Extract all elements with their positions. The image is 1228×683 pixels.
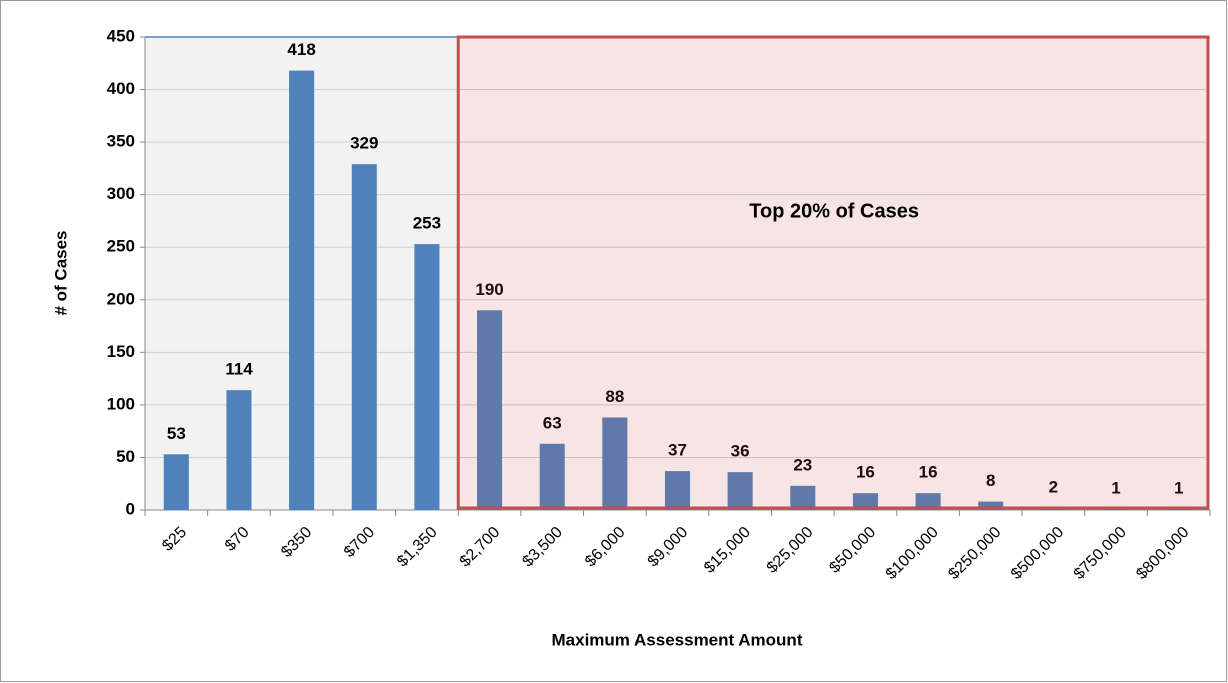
value-label: 253 bbox=[413, 214, 441, 233]
value-label: 16 bbox=[856, 463, 875, 482]
bar bbox=[727, 472, 753, 510]
highlight-region bbox=[456, 35, 1210, 510]
value-label: 114 bbox=[225, 360, 253, 379]
bar bbox=[477, 310, 503, 510]
value-label: 8 bbox=[986, 471, 995, 490]
bar bbox=[915, 493, 941, 510]
value-label: 88 bbox=[605, 387, 624, 406]
y-tick-label: 250 bbox=[107, 237, 135, 256]
y-tick-label: 200 bbox=[107, 289, 135, 308]
value-label: 53 bbox=[167, 424, 186, 443]
value-label: 418 bbox=[287, 40, 315, 59]
value-label: 63 bbox=[543, 413, 562, 432]
value-label: 1 bbox=[1111, 478, 1120, 497]
value-label: 37 bbox=[668, 441, 687, 460]
value-label: 329 bbox=[350, 134, 378, 153]
bar bbox=[664, 471, 691, 510]
value-label: 190 bbox=[475, 280, 503, 299]
bar bbox=[602, 417, 628, 510]
y-axis-title: # of Cases bbox=[51, 230, 70, 315]
y-tick-label: 0 bbox=[126, 499, 135, 518]
bar bbox=[852, 493, 878, 510]
bar bbox=[163, 454, 189, 510]
bar bbox=[414, 244, 440, 510]
y-tick-label: 100 bbox=[107, 394, 135, 413]
bar bbox=[539, 443, 565, 510]
value-label: 2 bbox=[1049, 477, 1058, 496]
value-label: 36 bbox=[731, 442, 750, 461]
y-tick-label: 150 bbox=[107, 342, 135, 361]
bar bbox=[289, 70, 315, 510]
value-label: 1 bbox=[1174, 478, 1183, 497]
y-tick-label: 450 bbox=[107, 26, 135, 45]
y-tick-label: 300 bbox=[107, 184, 135, 203]
bar bbox=[790, 485, 816, 510]
bar bbox=[351, 164, 377, 510]
y-tick-label: 50 bbox=[116, 447, 135, 466]
annotation: Top 20% of Cases bbox=[749, 200, 919, 222]
value-label: 23 bbox=[793, 455, 812, 474]
bar bbox=[226, 390, 252, 510]
y-tick-label: 350 bbox=[107, 132, 135, 151]
bar bbox=[978, 501, 1004, 510]
y-tick-label: 400 bbox=[107, 79, 135, 98]
value-label: 16 bbox=[919, 463, 938, 482]
x-axis-title: Maximum Assessment Amount bbox=[552, 630, 803, 649]
